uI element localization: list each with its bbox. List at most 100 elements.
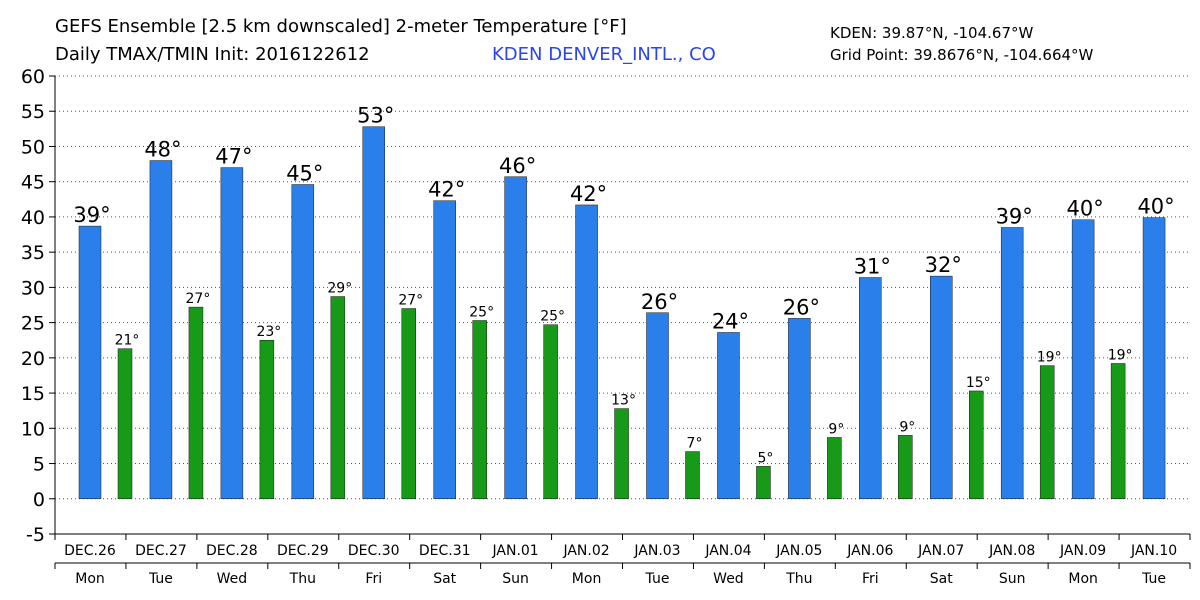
bar <box>1110 363 1126 500</box>
y-tick-label: 25 <box>21 313 45 335</box>
weekday-label: Sat <box>433 571 456 587</box>
x-tick-label: DEC.27 <box>135 543 187 559</box>
bar <box>1071 219 1095 500</box>
x-tick-label: JAN.05 <box>775 543 822 559</box>
bar <box>1000 227 1024 500</box>
weekday-label: Thu <box>289 571 316 587</box>
x-tick-label: DEC.28 <box>206 543 258 559</box>
value-label: 24° <box>712 309 749 333</box>
y-tick-label: 55 <box>21 101 45 123</box>
chart-subtitle: Daily TMAX/TMIN Init: 2016122612 <box>55 44 370 65</box>
bar <box>149 160 173 500</box>
value-label: 39° <box>73 203 110 227</box>
value-label: 29° <box>327 281 352 297</box>
weekday-label: Sat <box>930 571 953 587</box>
bar <box>646 312 669 500</box>
x-tick-label: JAN.03 <box>633 543 680 559</box>
bar <box>614 408 629 500</box>
bar <box>330 296 346 500</box>
x-tick-label: JAN.10 <box>1130 543 1177 559</box>
value-label: 53° <box>357 104 394 128</box>
bar <box>575 204 598 500</box>
value-label: 42° <box>570 182 607 206</box>
bar <box>401 308 416 500</box>
value-label: 9° <box>828 421 844 437</box>
y-tick-label: 15 <box>21 383 45 405</box>
weekday-label: Tue <box>148 571 173 587</box>
value-label: 27° <box>398 293 423 309</box>
bar <box>717 332 740 500</box>
bar <box>827 437 842 500</box>
bar <box>504 176 527 500</box>
y-tick-label: 45 <box>21 172 45 194</box>
weekday-label: Fri <box>862 571 879 587</box>
weekday-label: Mon <box>1068 571 1098 587</box>
y-tick-label: 20 <box>21 348 45 370</box>
y-tick-label: 0 <box>33 489 45 511</box>
bar <box>543 324 558 500</box>
y-tick-label: 30 <box>21 277 45 299</box>
bar <box>1039 365 1055 500</box>
weekday-label: Sun <box>502 571 529 587</box>
value-label: 46° <box>499 154 536 178</box>
value-label: 21° <box>115 333 140 349</box>
value-label: 48° <box>144 138 181 162</box>
y-tick-label: 40 <box>21 207 45 229</box>
weekday-label: Wed <box>217 571 248 587</box>
value-label: 32° <box>925 253 962 277</box>
bar <box>969 390 984 500</box>
value-label: 9° <box>899 419 915 435</box>
bar <box>756 466 771 500</box>
x-tick-label: JAN.04 <box>704 543 751 559</box>
bar <box>78 225 102 500</box>
x-tick-label: JAN.08 <box>988 543 1035 559</box>
bar <box>898 435 913 500</box>
chart-title: GEFS Ensemble [2.5 km downscaled] 2-mete… <box>55 16 627 37</box>
bar <box>362 126 385 500</box>
bar <box>433 200 456 500</box>
bar <box>259 339 275 500</box>
value-label: 19° <box>1037 350 1062 366</box>
x-tick-label: JAN.07 <box>917 543 964 559</box>
y-tick-label: 60 <box>21 66 45 88</box>
value-label: 5° <box>757 450 773 466</box>
y-tick-label: 10 <box>21 418 45 440</box>
weekday-label: Sun <box>999 571 1026 587</box>
weekday-label: Fri <box>365 571 382 587</box>
value-label: 25° <box>469 305 494 321</box>
value-label: 13° <box>611 393 636 409</box>
bar <box>930 275 953 500</box>
value-label: 26° <box>783 295 820 319</box>
x-tick-label: DEC.26 <box>64 543 116 559</box>
value-label: 7° <box>687 436 703 452</box>
bar <box>788 318 811 500</box>
value-label: 47° <box>215 145 252 169</box>
x-tick-label: DEC.30 <box>348 543 400 559</box>
y-tick-label: 35 <box>21 242 45 264</box>
weekday-label: Mon <box>572 571 602 587</box>
x-tick-label: JAN.01 <box>492 543 539 559</box>
value-label: 39° <box>996 204 1033 228</box>
bar <box>188 306 204 500</box>
weekday-label: Thu <box>785 571 812 587</box>
value-label: 23° <box>256 324 281 340</box>
value-label: 15° <box>966 375 991 391</box>
value-label: 27° <box>186 291 211 307</box>
value-label: 31° <box>854 255 891 279</box>
y-tick-label: -5 <box>26 524 45 546</box>
x-tick-label: JAN.06 <box>846 543 893 559</box>
bar <box>220 167 244 500</box>
x-tick-label: DEC.29 <box>277 543 329 559</box>
value-label: 40° <box>1137 195 1174 219</box>
weekday-label: Tue <box>1141 571 1166 587</box>
x-tick-label: DEC.31 <box>419 543 471 559</box>
weekday-label: Tue <box>645 571 670 587</box>
station-coords: KDEN: 39.87°N, -104.67°W <box>830 24 1034 42</box>
value-label: 25° <box>540 309 565 325</box>
y-tick-label: 50 <box>21 136 45 158</box>
bar <box>685 451 700 500</box>
station-name: KDEN DENVER_INTL., CO <box>492 44 716 65</box>
x-tick-label: JAN.09 <box>1059 543 1106 559</box>
x-tick-label: JAN.02 <box>562 543 609 559</box>
